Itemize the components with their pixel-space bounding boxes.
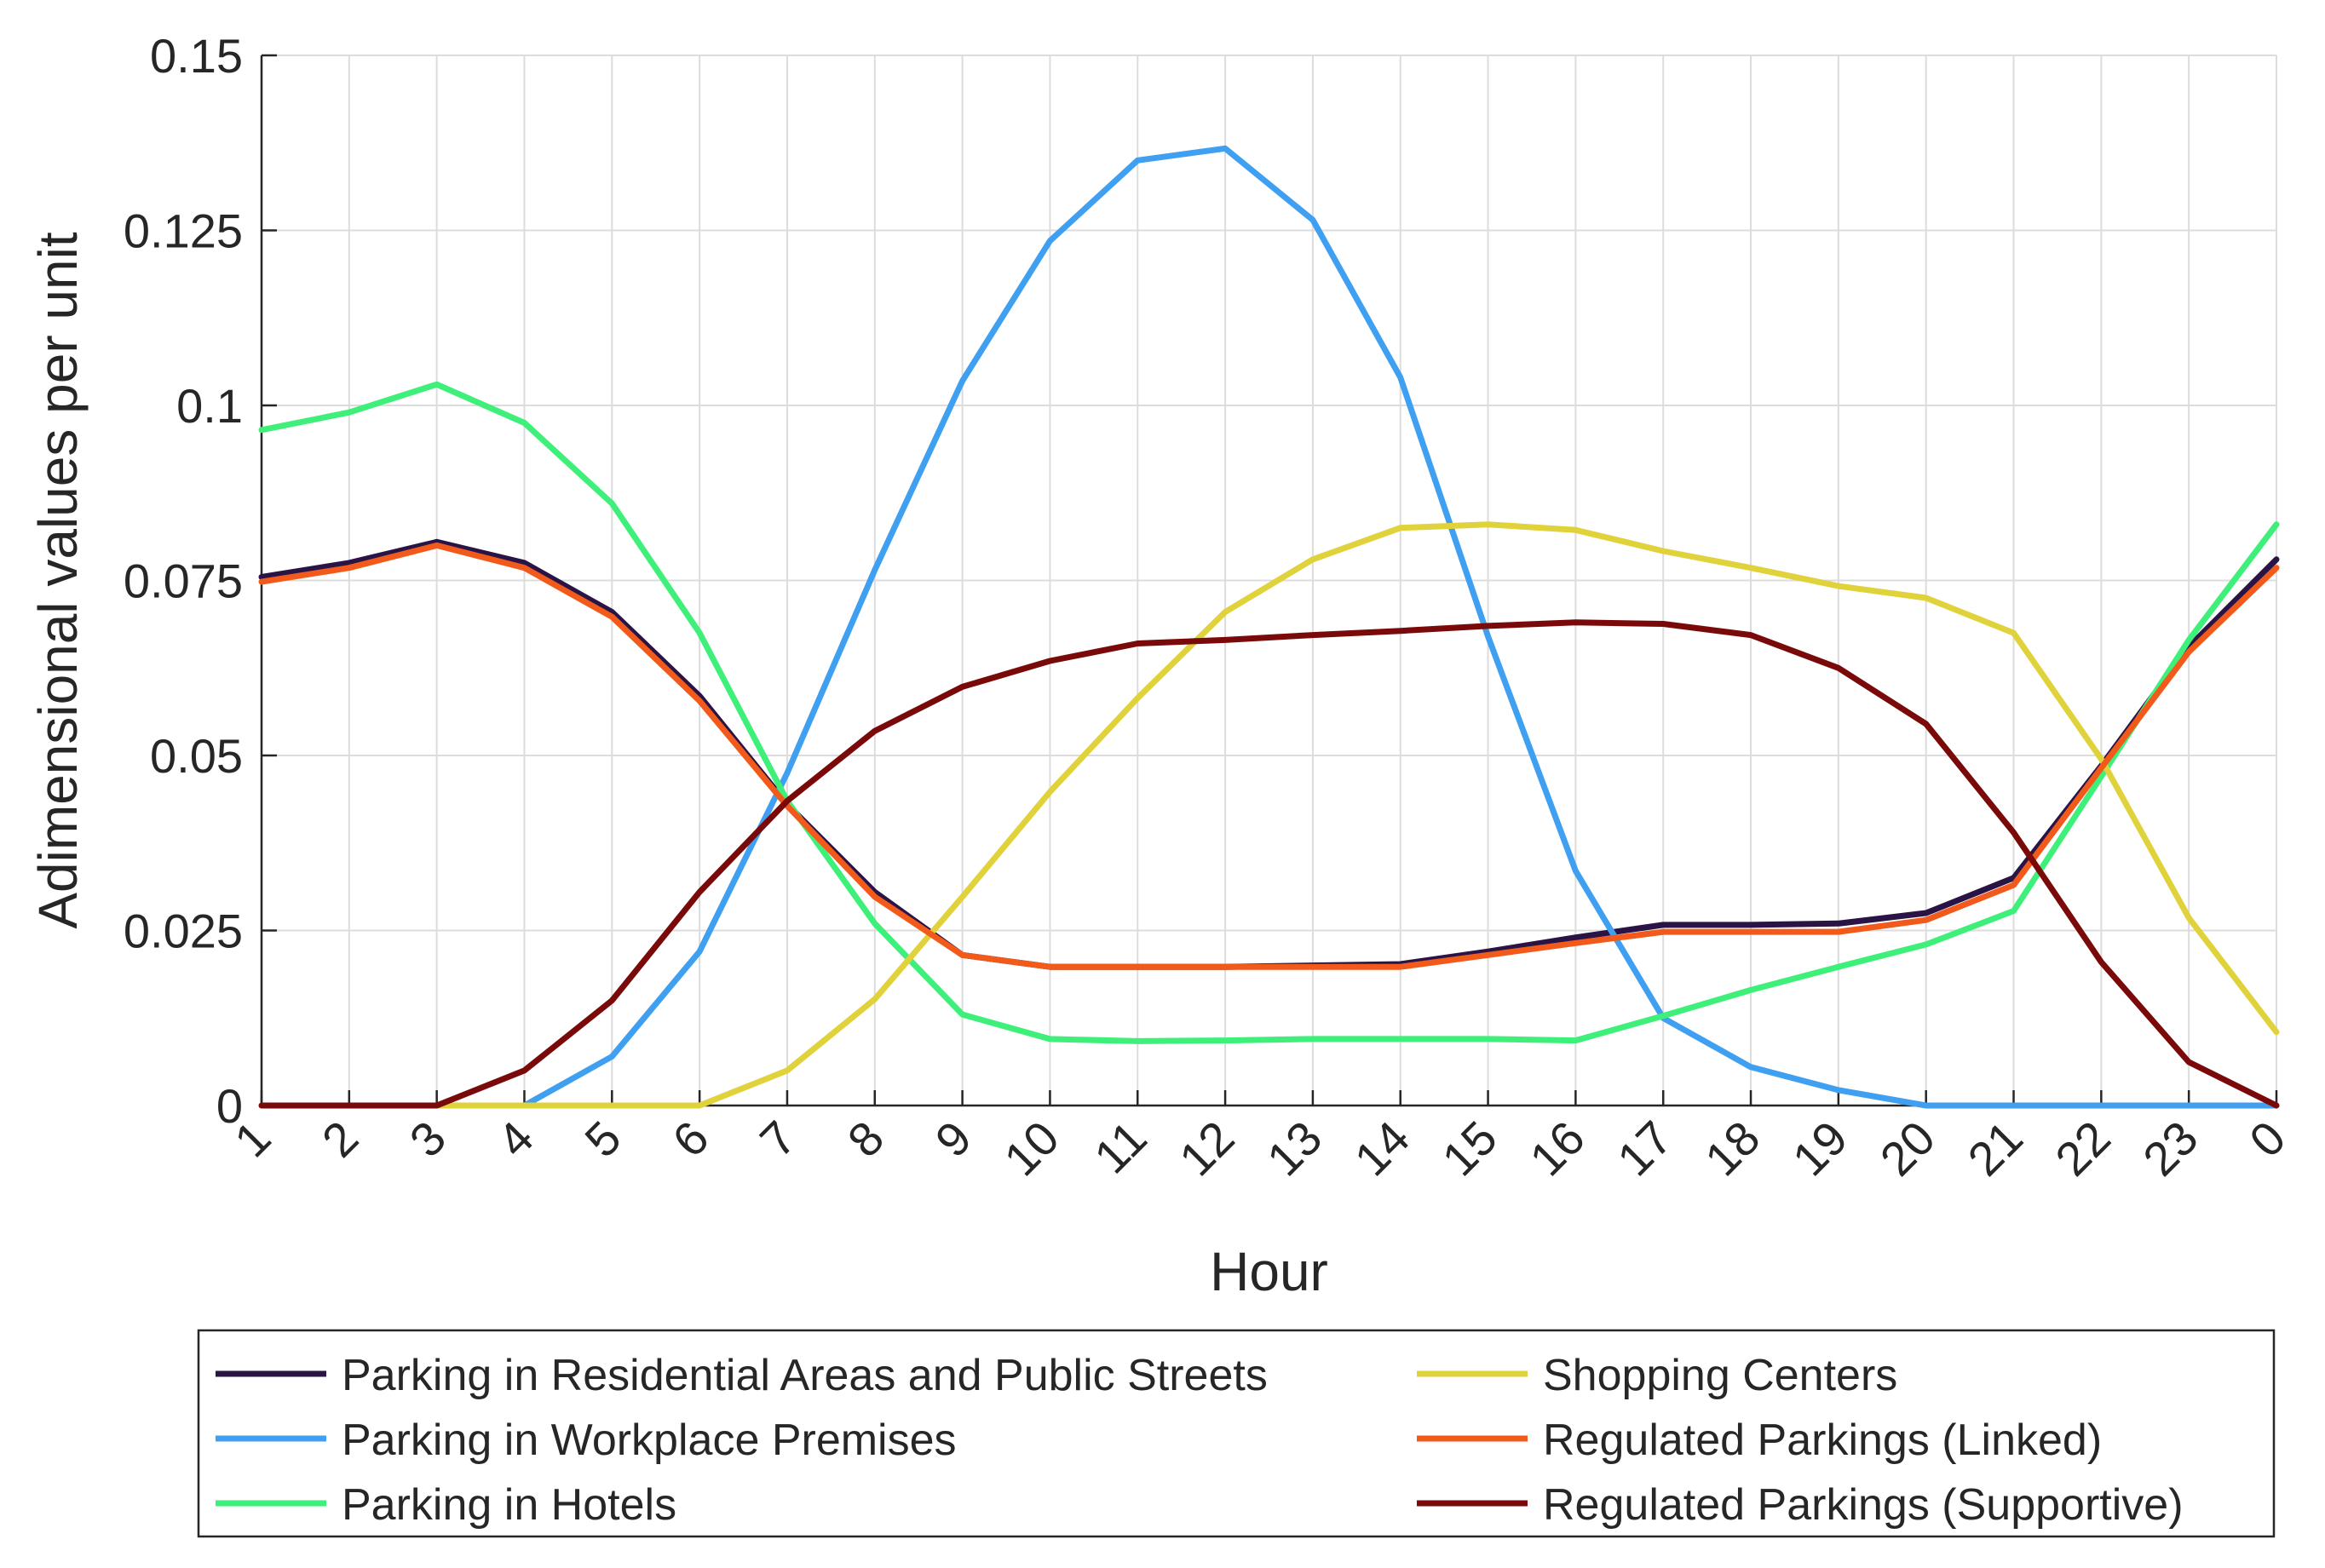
legend-entry-label: Parking in Hotels: [342, 1480, 676, 1530]
series-line-2: [521, 145, 2280, 1109]
axis-labels: Hour Adimensional values per unit: [27, 232, 1328, 1302]
grid: [261, 55, 2277, 1106]
legend-entry-label: Regulated Parkings (Linked): [1543, 1416, 2102, 1465]
legend-entry-label: Parking in Workplace Premises: [342, 1416, 957, 1465]
series-line-6: [258, 619, 2280, 1109]
y-tick-label: 0.1: [176, 379, 243, 433]
legend-entry-label: Parking in Residential Areas and Public …: [342, 1351, 1268, 1400]
y-tick-label: 0.15: [150, 29, 243, 83]
y-tick-label: 0.125: [124, 204, 243, 258]
y-tick-label: 0.05: [150, 729, 243, 783]
series-lines: [258, 145, 2280, 1109]
y-tick-label: 0.075: [124, 554, 243, 608]
y-tick-label: 0.025: [124, 905, 243, 958]
y-axis-label: Adimensional values per unit: [27, 232, 89, 928]
legend-entry-label: Regulated Parkings (Supportive): [1543, 1480, 2184, 1530]
legend-box: [197, 1329, 2276, 1538]
y-tick-label: 0: [216, 1079, 243, 1133]
series-line-4: [434, 521, 2280, 1109]
x-axis-label: Hour: [1210, 1241, 1328, 1302]
legend-entry-label: Shopping Centers: [1543, 1351, 1897, 1400]
series-line-3: [258, 381, 2280, 1044]
series-line-5: [258, 542, 2280, 970]
legend: Parking in Residential Areas and Public …: [197, 1329, 2276, 1538]
